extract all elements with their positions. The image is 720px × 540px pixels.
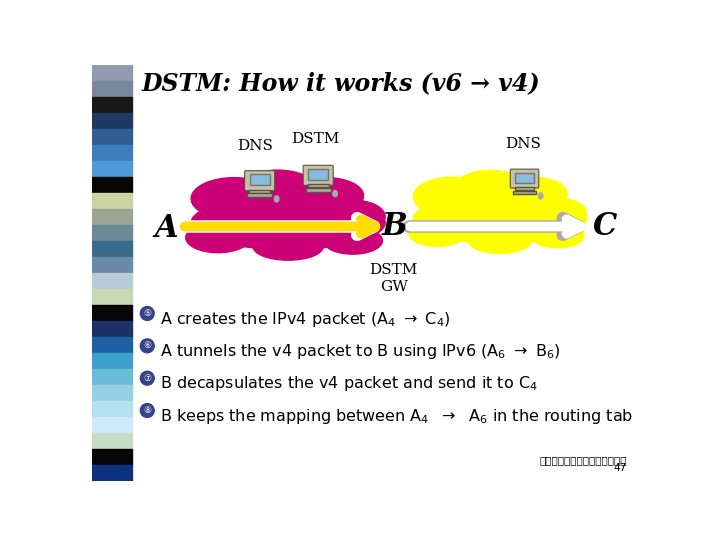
- Bar: [92, 401, 132, 417]
- Text: DSTM: How it works (v6 → v4): DSTM: How it works (v6 → v4): [142, 71, 541, 95]
- Bar: [92, 65, 132, 81]
- Ellipse shape: [333, 191, 338, 197]
- Text: B decapsulates the v4 packet and send it to C$_4$: B decapsulates the v4 packet and send it…: [160, 374, 537, 393]
- Ellipse shape: [288, 178, 364, 214]
- Text: 國立清華大學資訊系黃能富教授: 國立清華大學資訊系黃能富教授: [539, 455, 627, 465]
- Ellipse shape: [191, 195, 385, 249]
- Bar: [513, 191, 536, 194]
- Bar: [92, 464, 132, 481]
- Text: B: B: [382, 211, 408, 242]
- Text: 47: 47: [613, 463, 627, 473]
- FancyBboxPatch shape: [510, 169, 539, 188]
- Bar: [92, 384, 132, 401]
- Text: B keeps the mapping between A$_4$  $\rightarrow$  A$_6$ in the routing tab: B keeps the mapping between A$_4$ $\righ…: [160, 407, 633, 426]
- Bar: [247, 193, 272, 198]
- Text: DNS: DNS: [237, 139, 273, 153]
- Bar: [92, 273, 132, 289]
- Ellipse shape: [413, 194, 587, 244]
- Bar: [92, 305, 132, 321]
- Ellipse shape: [237, 170, 318, 209]
- Bar: [92, 129, 132, 145]
- Bar: [306, 188, 330, 192]
- Text: C: C: [593, 211, 617, 242]
- Bar: [92, 241, 132, 256]
- Bar: [92, 369, 132, 384]
- Bar: [92, 289, 132, 305]
- Ellipse shape: [191, 178, 277, 220]
- Bar: [92, 321, 132, 336]
- Bar: [92, 449, 132, 464]
- Bar: [92, 256, 132, 273]
- Ellipse shape: [413, 177, 490, 216]
- Bar: [92, 145, 132, 161]
- Text: A: A: [154, 213, 178, 244]
- FancyBboxPatch shape: [303, 165, 333, 185]
- Bar: [92, 353, 132, 369]
- Bar: [92, 209, 132, 225]
- Ellipse shape: [253, 233, 323, 260]
- Circle shape: [140, 403, 154, 417]
- Bar: [250, 174, 269, 185]
- Text: ⑥: ⑥: [143, 341, 151, 350]
- Ellipse shape: [531, 223, 584, 248]
- Circle shape: [140, 307, 154, 320]
- Bar: [92, 161, 132, 177]
- Bar: [92, 433, 132, 449]
- Bar: [92, 193, 132, 209]
- Bar: [307, 184, 329, 187]
- Text: DSTM
GW: DSTM GW: [369, 264, 418, 294]
- Circle shape: [140, 339, 154, 353]
- Circle shape: [140, 372, 154, 385]
- Text: DNS: DNS: [505, 137, 541, 151]
- Bar: [515, 187, 534, 190]
- Ellipse shape: [323, 227, 382, 254]
- Bar: [92, 177, 132, 193]
- Ellipse shape: [500, 177, 567, 211]
- Bar: [92, 417, 132, 433]
- Bar: [308, 168, 328, 180]
- Bar: [92, 81, 132, 97]
- Text: ⑧: ⑧: [143, 406, 151, 415]
- Ellipse shape: [186, 222, 251, 253]
- Bar: [92, 97, 132, 113]
- FancyBboxPatch shape: [245, 171, 274, 191]
- Bar: [249, 190, 270, 193]
- Text: A tunnels the v4 packet to B using IPv6 (A$_6$ $\rightarrow$ B$_6$): A tunnels the v4 packet to B using IPv6 …: [160, 342, 560, 361]
- Ellipse shape: [320, 200, 385, 233]
- Ellipse shape: [528, 198, 587, 228]
- Ellipse shape: [408, 219, 467, 247]
- Ellipse shape: [539, 193, 543, 199]
- Ellipse shape: [274, 196, 279, 202]
- Bar: [515, 173, 534, 183]
- Text: ⑦: ⑦: [143, 374, 151, 383]
- Text: DSTM: DSTM: [291, 132, 339, 146]
- Bar: [92, 113, 132, 129]
- Ellipse shape: [469, 228, 531, 253]
- Bar: [92, 336, 132, 353]
- Text: ⑤: ⑤: [143, 309, 151, 318]
- Ellipse shape: [454, 170, 526, 206]
- Text: A creates the IPv4 packet (A$_4$ $\rightarrow$ C$_4$): A creates the IPv4 packet (A$_4$ $\right…: [160, 309, 450, 329]
- Bar: [92, 225, 132, 241]
